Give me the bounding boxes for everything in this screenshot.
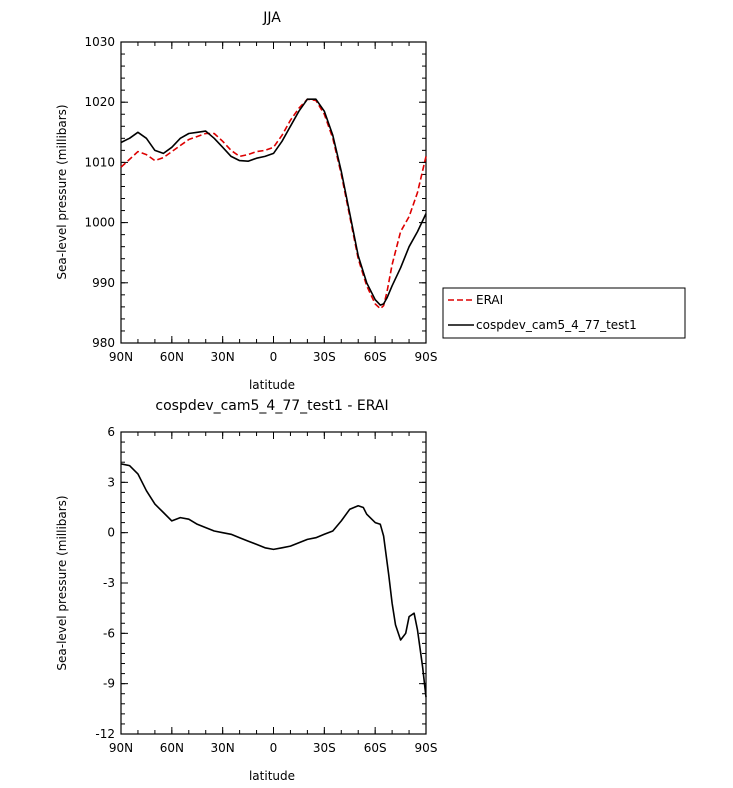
top-x-tick-label: 60S [364, 350, 387, 364]
top-x-tick-label: 0 [270, 350, 278, 364]
top-y-tick-label: 1030 [84, 35, 115, 49]
top-chart-title: JJA [262, 10, 281, 26]
bottom-y-tick-label: -3 [103, 576, 115, 590]
bottom-x-tick-label: 0 [270, 741, 278, 755]
bottom-y-tick-label: -9 [103, 677, 115, 691]
top-x-tick-label: 30S [313, 350, 336, 364]
bottom-series-lines [120, 463, 427, 698]
bottom-x-tick-label: 90S [415, 741, 438, 755]
bottom-x-tick-label: 90N [109, 741, 133, 755]
top-x-tick-labels: 90N 60N 30N 0 30S 60S 90S [109, 350, 438, 364]
bottom-plot-frame [120, 431, 427, 735]
bottom-series-line-0 [120, 463, 427, 698]
top-x-tick-label: 90N [109, 350, 133, 364]
bottom-chart-title: cospdev_cam5_4_77_test1 - ERAI [155, 398, 388, 414]
bottom-y-axis-label: Sea-level pressure (millibars) [55, 495, 69, 670]
bottom-x-tick-label: 30S [313, 741, 336, 755]
top-y-tick-label: 1010 [84, 155, 115, 169]
bottom-x-tick-label: 60N [160, 741, 184, 755]
bottom-y-tick-label: 0 [107, 526, 115, 540]
top-x-tick-label: 30N [211, 350, 235, 364]
top-y-tick-label: 980 [92, 336, 115, 350]
top-y-tick-labels: 980 990 1000 1010 1020 1030 [84, 35, 115, 350]
bottom-x-tick-label: 60S [364, 741, 387, 755]
legend-label-erai: ERAI [476, 293, 503, 307]
top-x-tick-label: 60N [160, 350, 184, 364]
bottom-y-tick-label: 6 [107, 425, 115, 439]
top-y-tick-label: 1020 [84, 95, 115, 109]
top-y-tick-label: 1000 [84, 216, 115, 230]
bottom-axes-ticks [120, 431, 427, 735]
bottom-y-tick-label: -6 [103, 626, 115, 640]
top-axes-ticks [120, 41, 427, 344]
bottom-x-tick-label: 30N [211, 741, 235, 755]
top-series-line-1 [120, 98, 427, 306]
top-y-axis-label: Sea-level pressure (millibars) [55, 104, 69, 279]
legend-box [442, 287, 686, 339]
top-y-tick-label: 990 [92, 276, 115, 290]
bottom-x-axis-label: latitude [249, 769, 295, 783]
sea-level-pressure-panel: JJA 980 990 1000 1010 1020 1030 90N 60N 30N 0 30S… [55, 10, 437, 392]
legend-label-model: cospdev_cam5_4_77_test1 [476, 318, 637, 332]
top-series-line-0 [120, 98, 427, 310]
bottom-y-tick-labels: -12 -9 -6 -3 0 3 6 [95, 425, 115, 741]
top-x-axis-label: latitude [249, 378, 295, 392]
top-x-tick-label: 90S [415, 350, 438, 364]
bottom-y-tick-label: -12 [95, 727, 115, 741]
top-plot-frame [120, 41, 427, 344]
bottom-x-tick-labels: 90N 60N 30N 0 30S 60S 90S [109, 741, 438, 755]
difference-panel: cospdev_cam5_4_77_test1 - ERAI -12 -9 -6 -3… [55, 398, 437, 783]
legend: ERAI cospdev_cam5_4_77_test1 [442, 287, 686, 339]
bottom-y-tick-label: 3 [107, 475, 115, 489]
top-series-lines [120, 98, 427, 310]
